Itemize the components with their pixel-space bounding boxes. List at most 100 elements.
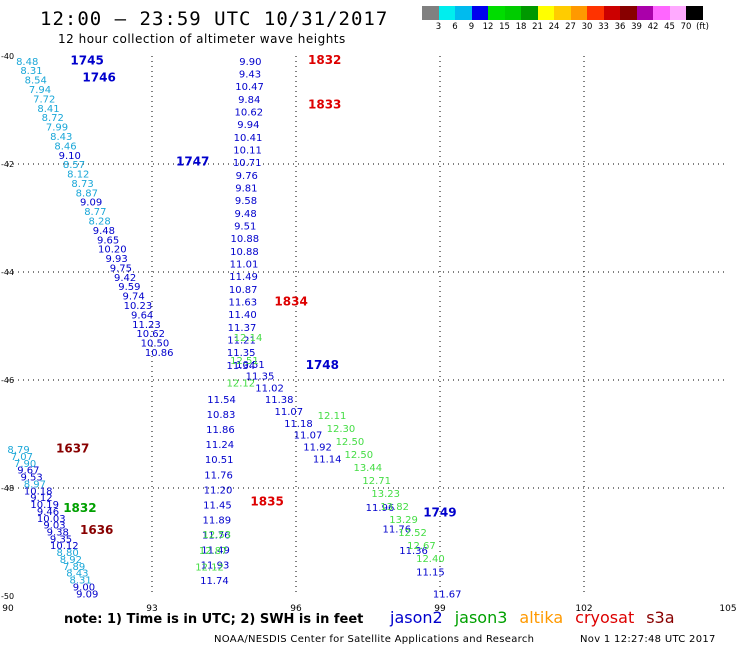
wave-height-value: 9.53 [21, 473, 43, 484]
wave-height-value: 8.28 [88, 216, 110, 227]
legend-swatch [587, 6, 604, 20]
wave-height-value: 11.01 [230, 260, 259, 271]
wave-height-value: 11.67 [433, 589, 462, 600]
y-tick-label: -44 [1, 268, 14, 277]
legend-swatch [438, 6, 455, 20]
wave-height-value: 11.40 [228, 310, 257, 321]
wave-height-value: 10.87 [229, 285, 258, 296]
legend-swatch [537, 6, 554, 20]
wave-height-value: 11.14 [313, 454, 342, 465]
satellite-key-altika: altika [519, 608, 564, 627]
legend-label: 39 [631, 22, 642, 32]
wave-height-value: 8.57 [63, 160, 85, 171]
wave-height-value: 9.58 [235, 196, 257, 207]
legend-label: 6 [452, 22, 458, 32]
legend-swatch [554, 6, 571, 20]
legend-swatch [471, 6, 488, 20]
wave-height-value: 10.03 [37, 514, 66, 525]
x-tick-label: 96 [290, 604, 302, 614]
wave-height-value: 10.11 [233, 146, 262, 157]
wave-height-value: 9.93 [105, 254, 127, 265]
wave-height-value: 11.89 [202, 516, 231, 527]
wave-height-value: 9.38 [47, 528, 69, 539]
wave-height-value: 10.86 [145, 348, 174, 359]
wave-height-value: 12.50 [336, 437, 365, 448]
credit-line: NOAA/NESDIS Center for Satellite Applica… [214, 634, 535, 645]
wave-height-value: 9.03 [43, 521, 65, 532]
wave-height-value: 10.88 [230, 234, 259, 245]
satellite-key-jason2: jason2 [390, 608, 443, 627]
wave-height-value: 11.92 [303, 442, 332, 453]
y-tick-label: -40 [1, 52, 14, 61]
pass-time-label: 1833 [308, 98, 341, 112]
wave-height-value: 9.42 [114, 273, 136, 284]
wave-height-value: 7.07 [11, 452, 33, 463]
x-tick-label: 93 [146, 604, 157, 614]
wave-height-value: 8.43 [50, 132, 72, 143]
wave-height-value: 9.48 [234, 209, 256, 220]
wave-height-value: 9.84 [238, 95, 260, 106]
wave-height-value: 11.02 [255, 383, 284, 394]
wave-height-value: 12.12 [226, 379, 255, 390]
wave-height-value: 11.35 [227, 348, 256, 359]
wave-height-value: 13.23 [371, 489, 400, 500]
legend-swatch [686, 6, 703, 20]
pass-time-label: 1749 [423, 505, 456, 519]
legend-swatch [488, 6, 505, 20]
pass-time-label: 1747 [176, 154, 209, 168]
pass-time-label: 1745 [70, 53, 103, 67]
wave-height-value: 7.89 [63, 562, 85, 573]
wave-height-value: 9.67 [17, 466, 39, 477]
y-tick-label: -48 [1, 484, 14, 493]
wave-height-value: 12.67 [407, 541, 436, 552]
legend-label: 33 [598, 22, 609, 32]
wave-height-value: 12.30 [327, 424, 356, 435]
wave-height-value: 11.49 [229, 272, 258, 283]
wave-height-value: 11.86 [206, 425, 235, 436]
legend-label: 42 [647, 22, 659, 32]
wave-height-value: 8.54 [25, 76, 47, 87]
wave-height-value: 9.59 [118, 282, 140, 293]
wave-height-value: 7.94 [29, 85, 51, 96]
pass-time-label: 1636 [80, 523, 113, 537]
wave-height-value: 7.99 [46, 123, 68, 134]
legend-swatch [422, 6, 439, 20]
wave-height-value: 12.40 [416, 554, 445, 565]
wave-height-value: 9.74 [123, 292, 145, 303]
wave-height-value: 11.96 [366, 503, 395, 514]
satellite-key-jason3: jason3 [454, 608, 508, 627]
wave-height-value: 8.12 [67, 170, 89, 181]
wave-height-value: 9.10 [59, 151, 81, 162]
legend-swatch [669, 6, 686, 20]
wave-height-value: 11.93 [201, 561, 230, 572]
satellite-key-s3a: s3a [646, 608, 675, 627]
legend-label: 30 [581, 22, 593, 32]
wave-height-value: 12.52 [398, 528, 427, 539]
legend-swatch [570, 6, 587, 20]
x-tick-label: 105 [719, 604, 736, 614]
wave-height-value: 10.71 [233, 158, 262, 169]
satellite-key: jason2 jason3 altika cryosat s3a [390, 608, 675, 627]
wave-height-value: 9.64 [131, 310, 153, 321]
legend-swatch [455, 6, 472, 20]
color-legend: 3 6 9 12 15 18 21 24 27 30 33 36 39 42 45 70 (ft) [422, 6, 709, 32]
legend-swatch [636, 6, 653, 20]
wave-height-value: 13.44 [353, 463, 382, 474]
wave-height-value: 11.36 [399, 546, 428, 557]
wave-height-value: 8.31 [70, 576, 92, 587]
pass-time-label: 1748 [306, 358, 339, 372]
wave-height-value: 8.48 [16, 57, 38, 68]
wave-height-value: 8.43 [66, 569, 88, 580]
pass-time-label: 1834 [274, 295, 307, 309]
legend-label: 36 [614, 22, 626, 32]
wave-height-value: 9.65 [97, 235, 119, 246]
wave-height-value: 11.76 [202, 531, 231, 542]
wave-height-value: 11.35 [246, 372, 275, 383]
wave-height-value: 10.41 [234, 133, 263, 144]
wave-height-value: 11.38 [265, 395, 294, 406]
wave-height-value: 10.62 [234, 108, 263, 119]
wave-height-value: 11.24 [205, 440, 234, 451]
wave-height-value: 9.81 [235, 184, 257, 195]
wave-height-value: 9.00 [73, 582, 95, 593]
legend-label: 18 [515, 22, 527, 32]
